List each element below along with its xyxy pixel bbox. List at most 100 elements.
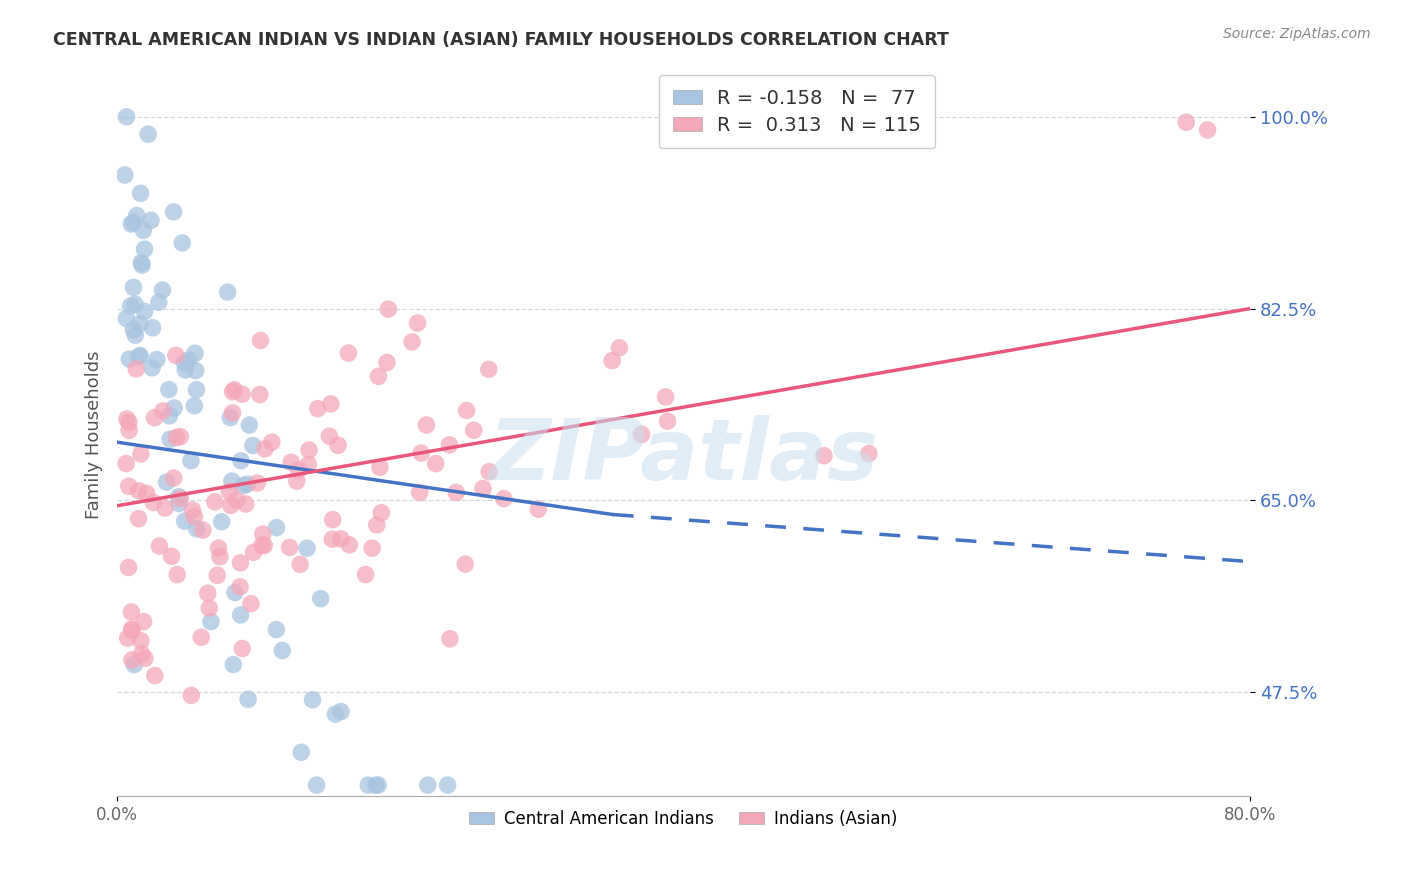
Point bbox=[266, 521, 288, 535]
Point bbox=[319, 397, 342, 411]
Point bbox=[367, 778, 389, 792]
Point bbox=[148, 539, 170, 553]
Point bbox=[221, 406, 243, 420]
Point bbox=[122, 280, 145, 294]
Point bbox=[478, 465, 501, 479]
Point bbox=[118, 479, 141, 493]
Point bbox=[242, 545, 264, 559]
Point bbox=[120, 605, 142, 619]
Point bbox=[131, 647, 153, 661]
Point bbox=[184, 363, 207, 377]
Point bbox=[858, 446, 880, 460]
Point bbox=[326, 438, 349, 452]
Point bbox=[122, 657, 145, 672]
Point bbox=[527, 502, 550, 516]
Point bbox=[657, 414, 679, 428]
Point bbox=[221, 384, 243, 399]
Point bbox=[129, 256, 152, 270]
Point bbox=[115, 110, 138, 124]
Point bbox=[141, 360, 163, 375]
Point bbox=[115, 412, 138, 426]
Point bbox=[446, 485, 468, 500]
Point bbox=[128, 317, 150, 331]
Point bbox=[115, 457, 138, 471]
Point bbox=[472, 482, 495, 496]
Point bbox=[425, 457, 447, 471]
Point bbox=[135, 486, 157, 500]
Point bbox=[219, 410, 242, 425]
Point bbox=[253, 539, 276, 553]
Point bbox=[456, 403, 478, 417]
Point bbox=[169, 430, 191, 444]
Point bbox=[167, 496, 190, 510]
Point bbox=[128, 511, 150, 525]
Point bbox=[139, 213, 162, 227]
Point bbox=[169, 491, 191, 506]
Point bbox=[318, 429, 340, 443]
Point bbox=[132, 223, 155, 237]
Point bbox=[295, 541, 318, 556]
Point bbox=[229, 580, 252, 594]
Point bbox=[242, 438, 264, 452]
Point bbox=[229, 556, 252, 570]
Point bbox=[364, 778, 387, 792]
Point bbox=[134, 242, 156, 256]
Point bbox=[231, 387, 253, 401]
Point bbox=[266, 623, 288, 637]
Point bbox=[221, 474, 243, 488]
Point bbox=[368, 460, 391, 475]
Point bbox=[166, 567, 188, 582]
Point bbox=[163, 471, 186, 485]
Y-axis label: Family Households: Family Households bbox=[86, 351, 103, 519]
Point bbox=[280, 455, 302, 469]
Point bbox=[186, 522, 208, 536]
Point bbox=[129, 633, 152, 648]
Point bbox=[197, 586, 219, 600]
Point bbox=[177, 353, 200, 368]
Point bbox=[142, 495, 165, 509]
Point bbox=[142, 321, 165, 335]
Point bbox=[172, 235, 194, 250]
Point bbox=[229, 454, 252, 468]
Point bbox=[298, 443, 321, 458]
Point bbox=[208, 549, 231, 564]
Point bbox=[370, 506, 392, 520]
Point bbox=[174, 363, 197, 377]
Point bbox=[159, 432, 181, 446]
Point bbox=[118, 423, 141, 437]
Point bbox=[117, 560, 139, 574]
Point bbox=[454, 557, 477, 571]
Point bbox=[367, 369, 389, 384]
Point bbox=[217, 285, 239, 299]
Point bbox=[354, 567, 377, 582]
Point bbox=[232, 478, 254, 492]
Point bbox=[236, 692, 259, 706]
Point bbox=[225, 493, 247, 508]
Point bbox=[285, 474, 308, 488]
Point bbox=[1197, 123, 1219, 137]
Point bbox=[131, 258, 153, 272]
Point bbox=[297, 458, 319, 472]
Point bbox=[337, 538, 360, 552]
Point bbox=[157, 383, 180, 397]
Point bbox=[278, 541, 301, 555]
Point bbox=[134, 651, 156, 665]
Point bbox=[165, 348, 187, 362]
Legend: Central American Indians, Indians (Asian): Central American Indians, Indians (Asian… bbox=[463, 804, 904, 835]
Point bbox=[180, 689, 202, 703]
Point bbox=[1175, 115, 1198, 129]
Point bbox=[330, 532, 353, 546]
Point bbox=[152, 283, 174, 297]
Point bbox=[236, 477, 259, 491]
Point bbox=[305, 778, 328, 792]
Point bbox=[128, 350, 150, 364]
Point bbox=[121, 653, 143, 667]
Point bbox=[253, 442, 276, 456]
Point bbox=[184, 346, 207, 360]
Point bbox=[463, 423, 485, 437]
Point bbox=[229, 607, 252, 622]
Point bbox=[173, 514, 195, 528]
Point bbox=[120, 217, 142, 231]
Point bbox=[125, 362, 148, 376]
Point bbox=[219, 499, 242, 513]
